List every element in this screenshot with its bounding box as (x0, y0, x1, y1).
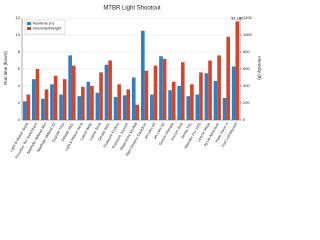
bar (235, 21, 240, 120)
bar (162, 58, 167, 120)
bar (177, 86, 181, 120)
bar (168, 90, 172, 120)
legend-swatch (27, 22, 31, 25)
bar (53, 75, 58, 120)
bar (108, 60, 112, 120)
chart: MTBR Light Shootout Run time (hours) Int… (3, 5, 262, 160)
bar (77, 96, 82, 120)
y-tick-label: 12 (16, 15, 21, 20)
bar (190, 84, 194, 120)
bar (199, 72, 203, 120)
y2-tick-label: 1200 (243, 15, 253, 20)
bar (217, 55, 221, 120)
bar (44, 89, 49, 120)
bar (59, 94, 63, 120)
bar (22, 101, 27, 120)
bar (86, 81, 91, 120)
bar (222, 97, 227, 120)
bar (153, 65, 158, 120)
bar (135, 104, 140, 120)
y2-axis-title: Intensity ($) (257, 56, 262, 80)
y2-tick-label: 1000 (243, 32, 253, 37)
bar (204, 73, 209, 120)
y-tick-label: 6 (18, 66, 21, 71)
bar (68, 55, 72, 120)
y-tick-label: 4 (18, 83, 21, 88)
bar (31, 79, 36, 120)
y-tick-label: 2 (18, 100, 21, 105)
y-axis-title: Run time (hours) (3, 51, 8, 85)
bar (208, 60, 212, 120)
y-tick-label: 8 (18, 49, 21, 54)
bar (226, 36, 231, 121)
bar (104, 64, 109, 120)
bar (99, 72, 103, 120)
y-tick-label: 10 (16, 32, 21, 37)
y2-tick-label: 600 (243, 66, 250, 71)
bar (26, 94, 31, 120)
bar (90, 86, 94, 120)
y2-tick-label: 800 (243, 49, 250, 54)
bar (186, 96, 191, 120)
legend-swatch (27, 27, 31, 30)
bar (144, 70, 149, 120)
legend-label: Runtime (h) (33, 21, 55, 26)
bar (150, 94, 154, 120)
bar (159, 56, 163, 120)
y2-tick-label: 400 (243, 83, 250, 88)
bar (231, 66, 236, 120)
y-tick-label: 0 (18, 117, 21, 122)
bar (195, 94, 200, 120)
bar (131, 77, 136, 120)
value-label: $1,160 (231, 15, 244, 20)
bar (117, 84, 122, 120)
bar (180, 62, 185, 120)
bar (213, 80, 218, 120)
bar (35, 69, 40, 120)
bar (81, 86, 85, 120)
legend-box (24, 19, 66, 35)
y2-tick-label: 0 (243, 117, 246, 122)
bar (171, 81, 176, 120)
legend-label: Intensity/Weight (33, 26, 62, 31)
y2-tick-label: 200 (243, 100, 250, 105)
bar (140, 30, 145, 120)
bar (122, 95, 127, 120)
bar (41, 98, 45, 120)
bar (50, 84, 54, 120)
bar (126, 89, 131, 120)
bar (62, 79, 67, 120)
bar (113, 97, 118, 120)
bar (71, 65, 76, 120)
chart-title: MTBR Light Shootout (103, 6, 161, 12)
bar (95, 92, 100, 120)
